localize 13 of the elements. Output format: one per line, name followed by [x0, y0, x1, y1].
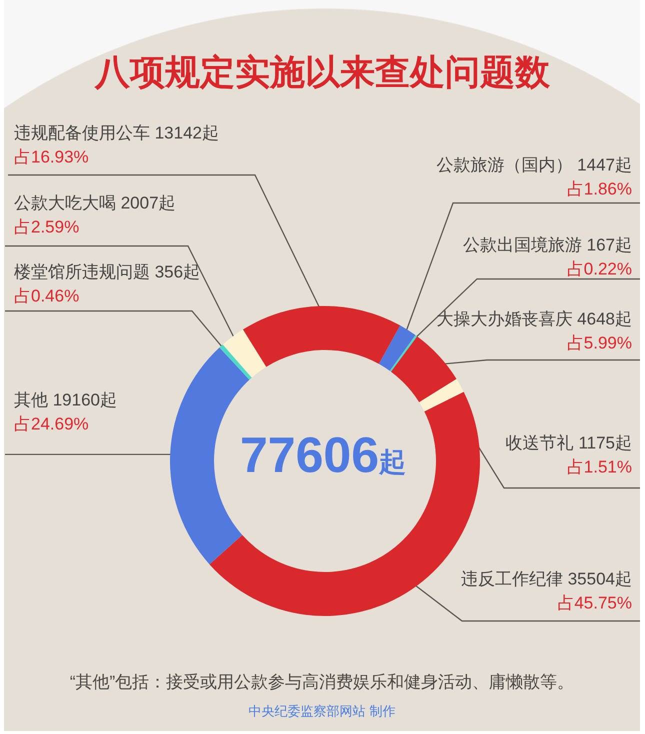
chart-title: 八项规定实施以来查处问题数 [94, 53, 551, 92]
slice-label: 收送节礼 1175起占1.51% [506, 434, 632, 476]
slice-label: 其他 19160起占24.69% [14, 390, 117, 434]
slice-label: 公款旅游（国内） 1447起占1.86% [436, 156, 632, 198]
slice-label: 公款出国境旅游 167起占0.22% [462, 236, 632, 278]
slice-label: 违反工作纪律 35504起占45.75% [461, 570, 632, 612]
text: 中央纪委监察部网站 制作 [248, 704, 396, 718]
slice-label: 楼堂馆所违规问题 356起占0.46% [14, 262, 200, 306]
text: 77606起 [240, 427, 406, 483]
slice-label: 公款大吃大喝 2007起占2.59% [14, 194, 176, 236]
slice-label: 大操大办婚丧喜庆 4648起占5.99% [436, 310, 632, 352]
text: “其他”包括：接受或用公款参与高消费娱乐和健身活动、庸懒散等。 [70, 672, 574, 692]
slice-label: 违规配备使用公车 13142起占16.93% [14, 124, 219, 166]
